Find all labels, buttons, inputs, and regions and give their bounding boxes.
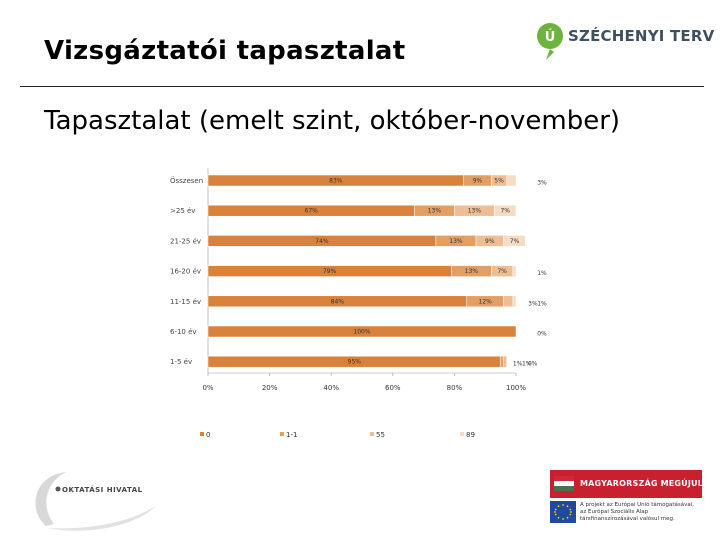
bar-segment	[503, 295, 514, 308]
category-label: 1-5 év	[170, 358, 192, 366]
hungarian-flag-icon	[554, 476, 574, 491]
eu-note-line: A projekt az Európai Unió támogatásával,	[580, 502, 695, 508]
slide-subtitle: Tapasztalat (emelt szint, október-novemb…	[44, 106, 621, 136]
tick-label: 100%	[506, 384, 526, 392]
tick-label: 80%	[447, 384, 463, 392]
eu-flag-icon	[550, 501, 576, 523]
legend-swatch	[460, 432, 464, 436]
data-label: 9%	[485, 238, 495, 245]
szechenyi-terv-logo: Ú	[537, 23, 563, 60]
logo-leaf-icon	[537, 23, 563, 49]
data-label: 84%	[331, 298, 345, 305]
legend-swatch	[280, 432, 284, 436]
data-label: 1%	[522, 361, 532, 368]
data-label: 13%	[428, 208, 442, 215]
data-label: 7%	[497, 268, 507, 275]
swoosh-icon	[35, 472, 66, 526]
legend-label: 55	[376, 431, 385, 439]
logo-mark: Ú	[545, 29, 556, 45]
data-label: 83%	[329, 178, 343, 185]
magyarorszag-megujul-banner: MAGYARORSZÁG MEGÚJUL	[550, 470, 704, 498]
category-label: 6-10 év	[170, 328, 197, 336]
data-label: 1%	[537, 270, 547, 277]
data-label: 0%	[528, 361, 538, 368]
legend-label: 1-1	[286, 431, 297, 439]
legend-swatch	[370, 432, 374, 436]
bar-segment	[512, 265, 517, 277]
tick-label: 60%	[385, 384, 401, 392]
bar-segment	[207, 325, 517, 338]
data-label: 13%	[468, 208, 482, 215]
data-label: 79%	[323, 268, 337, 275]
data-label: 3%	[528, 300, 538, 307]
data-label: 1%	[513, 361, 523, 368]
data-label: 5%	[494, 178, 504, 185]
data-label: 1%	[537, 300, 547, 307]
data-label: 3%	[537, 180, 547, 187]
legend-label: 0	[206, 431, 210, 439]
bar-segment	[506, 174, 517, 187]
category-label: 21-25 év	[170, 237, 201, 245]
category-label: 11-15 év	[170, 298, 201, 306]
tick-label: 40%	[323, 384, 339, 392]
data-label: 13%	[449, 238, 463, 245]
tick-label: 0%	[202, 384, 213, 392]
data-label: 67%	[305, 208, 319, 215]
office-name: OKTATÁSI HIVATAL	[62, 486, 143, 494]
eu-note-line: az Európai Szociális Alap	[580, 509, 649, 515]
data-label: 74%	[315, 238, 329, 245]
data-label: 100%	[353, 329, 370, 336]
data-label: 9%	[473, 178, 483, 185]
logo-text: SZÉCHENYI TERV	[568, 27, 715, 45]
bar-segment	[503, 355, 508, 368]
data-label: 12%	[479, 298, 493, 305]
bar-segment	[500, 355, 504, 368]
data-label: 0%	[537, 331, 547, 338]
legend-swatch	[200, 432, 204, 436]
data-label: 7%	[500, 208, 510, 215]
bar-segment	[512, 295, 517, 308]
eu-funding-note: A projekt az Európai Unió támogatásával,…	[580, 502, 702, 523]
data-label: 7%	[510, 238, 520, 245]
bar-segment	[503, 235, 526, 247]
banner-text: MAGYARORSZÁG MEGÚJUL	[580, 479, 704, 488]
category-label: >25 év	[170, 207, 195, 215]
eu-note-line: társfinanszírozásával valósul meg.	[580, 516, 675, 522]
data-label: 13%	[465, 268, 479, 275]
bar-segment	[494, 204, 517, 217]
tick-label: 20%	[262, 384, 278, 392]
data-label: 95%	[348, 359, 362, 366]
oktatasi-hivatal-logo	[35, 472, 156, 531]
page-title: Vizsgáztatói tapasztalat	[44, 36, 406, 66]
header-divider	[20, 86, 704, 87]
legend-label: 89	[466, 431, 475, 439]
category-label: Összesen	[170, 176, 203, 185]
category-label: 16-20 év	[170, 268, 201, 276]
